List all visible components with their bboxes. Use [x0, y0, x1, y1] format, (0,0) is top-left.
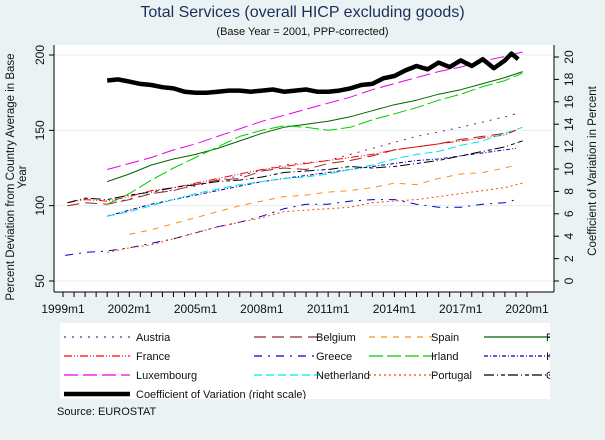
y-left-tick-label: 100: [33, 195, 47, 215]
x-tick-label: 2005m1: [174, 302, 218, 316]
legend-label: Germany: [546, 370, 550, 382]
series-line-finland: [107, 71, 523, 183]
legend-label: Coefficient of Variation (right scale): [136, 389, 306, 399]
x-tick-label: 2011m1: [307, 302, 350, 316]
legend-label: Luxembourg: [136, 370, 197, 382]
series-line-portugal: [107, 182, 523, 253]
legend-label: Spain: [431, 332, 459, 344]
series-line-coefficient-of-variation-right-scale: [106, 51, 520, 96]
legend-label: Portugal: [431, 370, 472, 382]
legend-label: Irland: [431, 351, 459, 363]
y-right-tick-label: 10: [562, 162, 576, 176]
series-line-spain: [129, 164, 517, 235]
series-line-austria: [107, 113, 517, 205]
x-tick-label: 1999m1: [41, 302, 85, 316]
x-tick-label: 2002m1: [108, 302, 152, 316]
legend-label: Netherland: [316, 370, 370, 382]
x-tick-label: 2017m1: [439, 302, 483, 316]
y-right-tick-label: 2: [562, 255, 576, 262]
x-tick-label: 2014m1: [373, 302, 417, 316]
series-lines: [65, 51, 523, 256]
series-line-greece: [65, 199, 517, 256]
legend-svg: Austria Belgium Spain Finland France Greece Ir…: [64, 332, 592, 401]
y-left-tick-label: 200: [33, 45, 47, 65]
x-tick-label: 2008m1: [240, 302, 284, 316]
y-right-tick-label: 8: [562, 188, 576, 195]
y-right-tick-label: 6: [562, 210, 576, 217]
y-right-tick-label: 20: [562, 50, 576, 64]
y-left-tick-label: 150: [33, 120, 47, 140]
series-line-netherland: [107, 126, 523, 217]
y-right-tick-label: 4: [562, 233, 576, 240]
legend-label: Finland: [546, 332, 550, 344]
plot-area: [54, 45, 554, 292]
legend-label: Greece: [316, 351, 352, 363]
axes: 50 100 150 200 0 2 4 6 8 10 12 14 16 18 20 1999m1 2002m1…: [33, 45, 576, 316]
legend: Austria Belgium Spain Finland France Greece Ir…: [60, 323, 592, 401]
x-tick-label: 2020m1: [505, 302, 549, 316]
y-right-tick-label: 16: [562, 95, 576, 109]
series-line-belgium: [67, 129, 517, 207]
legend-label: France: [136, 351, 170, 363]
series-line-germany: [67, 140, 523, 204]
source-note: Source: EUROSTAT: [57, 406, 157, 418]
legend-label: Belgium: [316, 332, 356, 344]
chart-subtitle: (Base Year = 2001, PPP-corrected): [216, 26, 389, 38]
y-left-tick-label: 50: [33, 274, 47, 288]
legend-label: Austria: [136, 332, 171, 344]
chart-title: Total Services (overall HICP excluding g…: [140, 4, 465, 21]
series-line-luxembourg: [107, 51, 523, 170]
legend-label: Italy: [546, 351, 550, 363]
series-line-irland: [106, 72, 523, 205]
y-right-tick-label: 18: [562, 72, 576, 86]
y-right-tick-label: 12: [562, 140, 576, 154]
y-right-tick-label: 0: [562, 277, 576, 284]
gridlines: [54, 54, 554, 282]
y-right-tick-label: 14: [562, 117, 576, 131]
